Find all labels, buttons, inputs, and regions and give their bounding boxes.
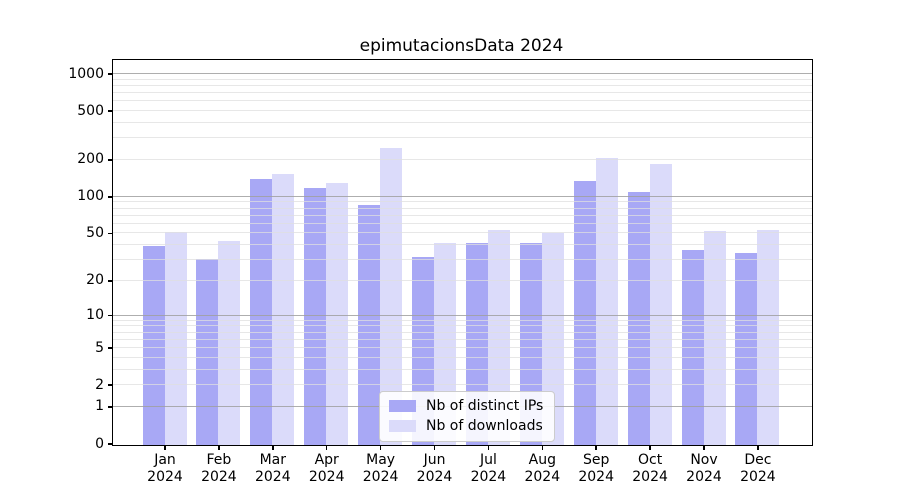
bar-jan-downloads (164, 231, 187, 445)
gridline-800 (112, 84, 812, 86)
legend: Nb of distinct IPs Nb of downloads (379, 391, 556, 442)
bar-sep-distinct-ips (573, 181, 596, 445)
x-tick-mark-jan (164, 445, 166, 450)
bar-apr-downloads (326, 183, 349, 445)
bar-nov-downloads (703, 230, 726, 445)
gridline-200 (112, 158, 812, 160)
y-tick-label-50: 50 (86, 224, 104, 241)
gridline-600 (112, 100, 812, 102)
y-tick-label-1: 1 (95, 398, 104, 415)
x-tick-label-may: May 2024 (362, 452, 399, 485)
x-tick-label-sep: Sep 2024 (578, 452, 614, 485)
x-tick-label-jan: Jan 2024 (147, 452, 183, 485)
y-tick-label-20: 20 (86, 272, 104, 289)
bar-mar-distinct-ips (250, 178, 273, 445)
gridline-500 (112, 110, 812, 112)
y-tick-mark-200 (107, 159, 112, 161)
x-tick-mark-jul (487, 445, 490, 450)
x-tick-label-nov: Nov 2024 (686, 452, 722, 485)
bar-apr-distinct-ips (304, 188, 327, 445)
bar-sep-downloads (595, 157, 618, 445)
y-tick-label-2: 2 (95, 376, 104, 393)
x-tick-label-jun: Jun 2024 (416, 452, 453, 485)
gridline-900 (112, 78, 812, 80)
gridline-400 (112, 121, 812, 123)
x-tick-label-jul: Jul 2024 (470, 452, 507, 485)
chart-title: epimutacionsData 2024 (359, 36, 564, 56)
x-tick-mark-oct (649, 445, 651, 450)
gridline-1000 (112, 73, 812, 74)
legend-item-downloads: Nb of downloads (389, 418, 543, 434)
y-tick-label-0: 0 (95, 435, 104, 452)
bar-jul-downloads (487, 229, 510, 445)
x-tick-mark-nov (703, 445, 705, 450)
bar-feb-distinct-ips (196, 258, 219, 445)
y-tick-mark-1000 (107, 73, 112, 75)
gridline-90 (112, 201, 812, 203)
y-tick-mark-2 (107, 384, 112, 386)
x-tick-mark-sep (595, 445, 597, 450)
plot-area (111, 58, 813, 446)
y-tick-mark-0 (107, 443, 112, 445)
gridline-60 (112, 222, 812, 224)
x-tick-label-dec: Dec 2024 (740, 452, 776, 485)
y-tick-label-1000: 1000 (68, 65, 104, 82)
gridline-300 (112, 137, 812, 139)
bar-jan-distinct-ips (142, 245, 165, 445)
legend-label-downloads: Nb of downloads (426, 418, 543, 434)
x-tick-label-feb: Feb 2024 (201, 452, 237, 485)
x-tick-mark-feb (218, 445, 220, 450)
legend-swatch-distinct-ips (389, 400, 416, 412)
y-tick-mark-20 (107, 280, 112, 282)
x-tick-mark-may (379, 445, 382, 450)
y-tick-mark-5 (107, 347, 112, 349)
bar-feb-downloads (218, 240, 241, 445)
bar-may-distinct-ips (358, 204, 381, 445)
gridline-80 (112, 207, 812, 209)
y-tick-label-500: 500 (77, 102, 104, 119)
bar-may-downloads (380, 147, 403, 445)
bar-oct-downloads (649, 163, 672, 445)
legend-label-distinct-ips: Nb of distinct IPs (426, 398, 544, 414)
y-tick-label-10: 10 (86, 307, 104, 324)
y-tick-label-100: 100 (77, 188, 104, 205)
bar-dec-downloads (757, 229, 780, 445)
legend-swatch-downloads (389, 420, 416, 432)
x-tick-mark-apr (325, 445, 328, 450)
x-tick-label-oct: Oct 2024 (632, 452, 668, 485)
x-tick-mark-jun (433, 445, 436, 450)
x-tick-label-mar: Mar 2024 (254, 452, 291, 485)
y-tick-label-200: 200 (77, 151, 104, 168)
gridline-70 (112, 214, 812, 216)
gridline-700 (112, 92, 812, 94)
x-tick-label-aug: Aug 2024 (524, 452, 561, 485)
bar-dec-distinct-ips (735, 252, 758, 445)
gridline-100 (112, 195, 812, 197)
x-tick-label-apr: Apr 2024 (308, 452, 345, 485)
x-tick-mark-dec (757, 445, 759, 450)
y-tick-mark-500 (107, 110, 112, 112)
y-tick-label-5: 5 (95, 339, 104, 356)
y-tick-mark-10 (107, 314, 112, 317)
x-tick-mark-aug (541, 445, 544, 450)
y-tick-mark-100 (107, 196, 112, 198)
y-tick-mark-50 (107, 232, 112, 235)
legend-item-distinct-ips: Nb of distinct IPs (389, 398, 543, 414)
y-tick-mark-1 (107, 406, 112, 408)
bar-oct-distinct-ips (627, 192, 650, 445)
bar-mar-downloads (272, 173, 295, 445)
bar-nov-distinct-ips (681, 249, 704, 445)
x-tick-mark-mar (272, 445, 274, 450)
